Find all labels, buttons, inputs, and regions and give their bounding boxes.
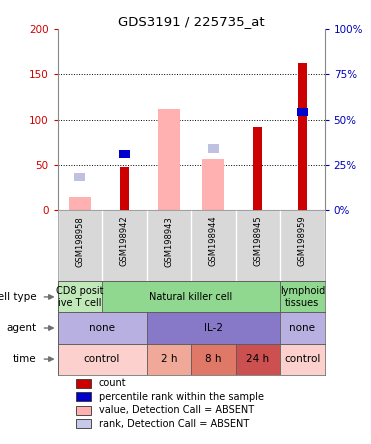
Bar [76,419,91,428]
Bar [76,379,91,388]
Bar [69,197,91,210]
Bar [191,344,236,375]
Text: 24 h: 24 h [246,354,269,364]
Text: Natural killer cell: Natural killer cell [150,292,233,302]
Bar [280,344,325,375]
Bar [253,127,262,210]
Bar [76,405,91,415]
Text: time: time [13,354,36,364]
Bar [202,159,224,210]
Bar [208,144,219,153]
Text: percentile rank within the sample: percentile rank within the sample [99,392,264,402]
Title: GDS3191 / 225735_at: GDS3191 / 225735_at [118,15,265,28]
Bar [102,281,280,313]
Bar [147,313,280,344]
Text: rank, Detection Call = ABSENT: rank, Detection Call = ABSENT [99,419,249,428]
Text: GSM198945: GSM198945 [253,216,262,266]
Text: lymphoid
tissues: lymphoid tissues [280,286,325,308]
Text: agent: agent [6,323,36,333]
Text: cell type: cell type [0,292,36,302]
Text: GSM198943: GSM198943 [164,216,173,266]
Text: GSM198958: GSM198958 [75,216,84,266]
Text: CD8 posit
ive T cell: CD8 posit ive T cell [56,286,104,308]
Text: control: control [284,354,321,364]
Text: count: count [99,378,127,388]
Text: IL-2: IL-2 [204,323,223,333]
Bar [298,63,307,210]
Text: control: control [84,354,120,364]
Bar [119,150,130,158]
Bar [236,344,280,375]
Text: none: none [89,323,115,333]
Text: value, Detection Call = ABSENT: value, Detection Call = ABSENT [99,405,254,415]
Text: GSM198942: GSM198942 [120,216,129,266]
Bar [58,344,147,375]
Bar [74,173,85,181]
Bar [58,281,102,313]
Bar [158,109,180,210]
Text: 2 h: 2 h [161,354,177,364]
Bar [58,313,147,344]
Text: GSM198959: GSM198959 [298,216,307,266]
Text: 8 h: 8 h [205,354,221,364]
Bar [76,392,91,401]
Bar [280,281,325,313]
Bar [297,108,308,116]
Bar [147,344,191,375]
Text: GSM198944: GSM198944 [209,216,218,266]
Bar [280,313,325,344]
Bar [120,166,129,210]
Text: none: none [289,323,315,333]
